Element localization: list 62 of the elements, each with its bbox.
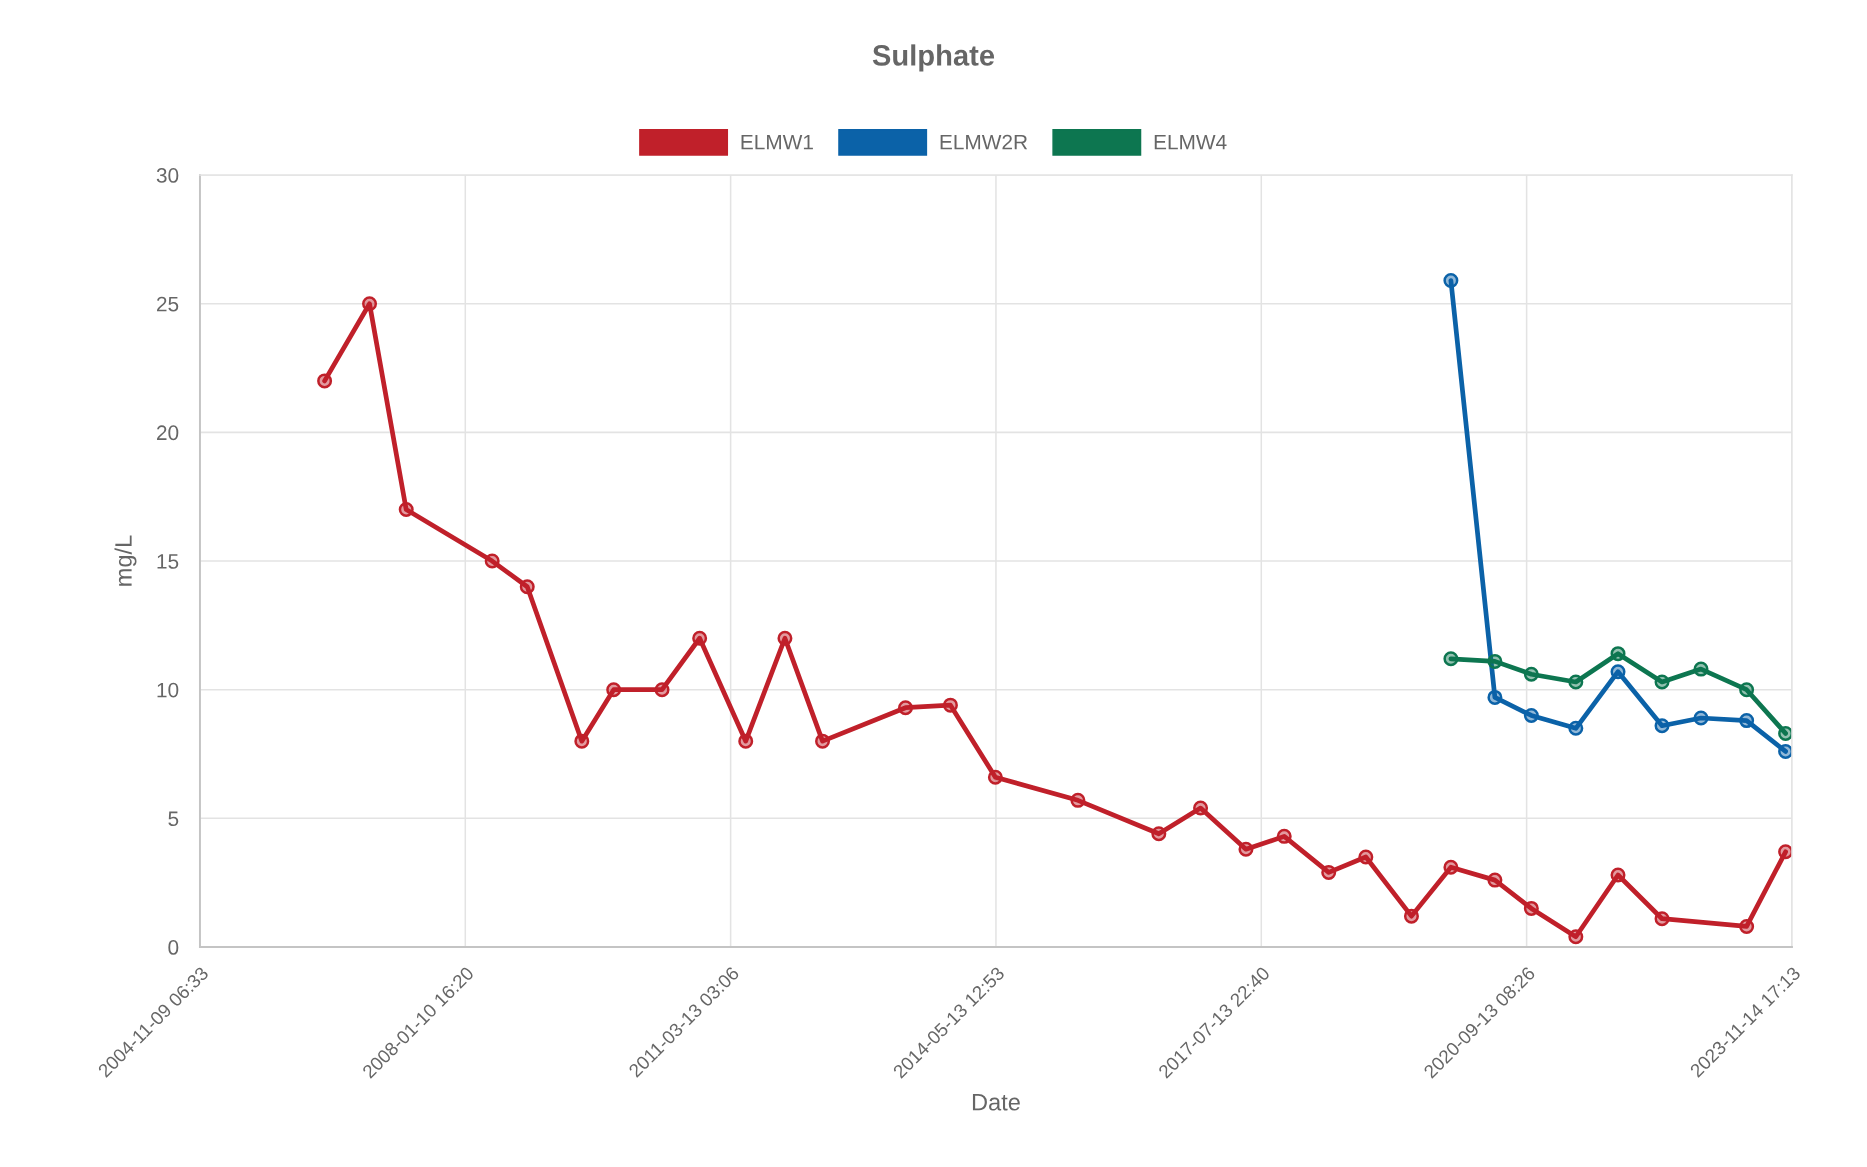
- point: [692, 630, 708, 646]
- chart-title: Sulphate: [872, 44, 995, 72]
- point: [1610, 664, 1626, 680]
- point: [738, 733, 754, 749]
- point: [1487, 653, 1503, 669]
- legend-label: ELMW1: [741, 134, 813, 150]
- point: [1443, 859, 1459, 875]
- point: [942, 697, 958, 713]
- point: [1523, 900, 1539, 916]
- point: [1568, 929, 1584, 945]
- point: [1610, 867, 1626, 883]
- point: [1654, 911, 1670, 927]
- point: [606, 682, 622, 698]
- point: [1443, 273, 1459, 289]
- point: [1568, 720, 1584, 736]
- point: [1739, 713, 1755, 729]
- point: [1568, 674, 1584, 690]
- point: [362, 296, 378, 312]
- point: [1778, 725, 1792, 741]
- point: [1070, 792, 1086, 808]
- point: [1523, 666, 1539, 682]
- point: [1443, 651, 1459, 667]
- point: [654, 682, 670, 698]
- point: [1358, 849, 1374, 865]
- point: [317, 373, 333, 389]
- point: [398, 502, 414, 518]
- y-tick-label: 5: [168, 811, 179, 827]
- legend-label: ELMW2R: [940, 134, 1028, 150]
- y-tick-label: 20: [157, 425, 179, 441]
- point: [1654, 718, 1670, 734]
- point: [815, 733, 831, 749]
- point: [1403, 908, 1419, 924]
- y-tick-label: 15: [157, 554, 179, 569]
- point: [1739, 682, 1755, 698]
- point: [519, 579, 535, 595]
- point: [1654, 674, 1670, 690]
- legend-label: ELMW4: [1154, 134, 1227, 150]
- point: [777, 630, 793, 646]
- point: [1151, 826, 1167, 842]
- point: [1693, 661, 1709, 677]
- y-tick-label: 0: [168, 940, 179, 955]
- point: [1321, 864, 1337, 880]
- y-axis-title: mg/L: [114, 535, 137, 586]
- point: [898, 700, 914, 716]
- y-tick-label: 30: [156, 168, 179, 183]
- point: [1238, 841, 1254, 857]
- point: [1739, 918, 1755, 934]
- point: [1487, 689, 1503, 705]
- point: [1276, 828, 1292, 844]
- point: [1778, 743, 1792, 759]
- point: [987, 769, 1003, 785]
- y-tick-label: 10: [157, 682, 179, 698]
- point: [574, 733, 590, 749]
- x-axis-title: Date: [972, 1094, 1020, 1111]
- y-tick-label: 25: [157, 296, 179, 312]
- point: [1693, 710, 1709, 726]
- point: [1487, 872, 1503, 888]
- point: [1610, 646, 1626, 662]
- point: [1778, 844, 1792, 860]
- point: [484, 553, 500, 569]
- point: [1193, 800, 1209, 816]
- point: [1523, 707, 1539, 723]
